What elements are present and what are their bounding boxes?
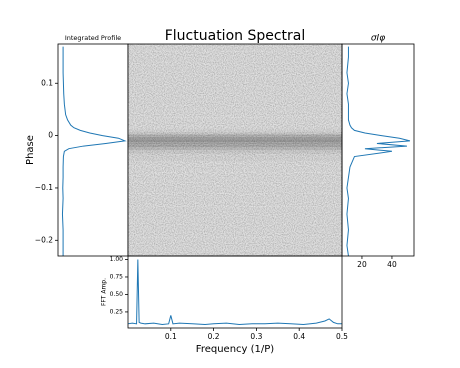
data-line — [346, 46, 411, 257]
data-line — [61, 46, 127, 256]
x-tick-label: 0.3 — [250, 332, 262, 341]
panel-title: Fluctuation Spectral — [165, 28, 306, 44]
image-grain — [128, 44, 342, 256]
x-tick-label: 0.4 — [293, 332, 305, 341]
panel-title: Integrated Profile — [65, 34, 121, 42]
data-line — [127, 259, 342, 326]
x-tick-label: 0.1 — [165, 332, 177, 341]
x-tick-label: 20 — [357, 260, 367, 269]
y-tick-label: 0 — [48, 131, 53, 140]
panel-frame — [57, 43, 129, 257]
y-tick-label: 0.50 — [110, 291, 124, 298]
y-tick-label: −0.2 — [35, 235, 53, 244]
panel-frame — [127, 255, 343, 329]
x-tick-label: 0.2 — [208, 332, 220, 341]
x-tick-label: 0.5 — [336, 332, 348, 341]
y-tick-label: 1.00 — [110, 256, 124, 263]
y-axis-label: FFT Amp. — [101, 278, 108, 306]
panel-title: σIφ — [371, 34, 385, 44]
x-tick-label: 40 — [387, 260, 397, 269]
x-axis-label: Frequency (1/P) — [196, 344, 275, 355]
y-tick-label: −0.1 — [35, 183, 53, 192]
y-axis-label: Phase — [25, 135, 36, 165]
y-tick-label: 0.75 — [110, 273, 124, 280]
y-tick-label: 0.25 — [110, 308, 124, 315]
y-tick-label: 0.1 — [41, 78, 53, 87]
panel-frame — [341, 43, 415, 257]
